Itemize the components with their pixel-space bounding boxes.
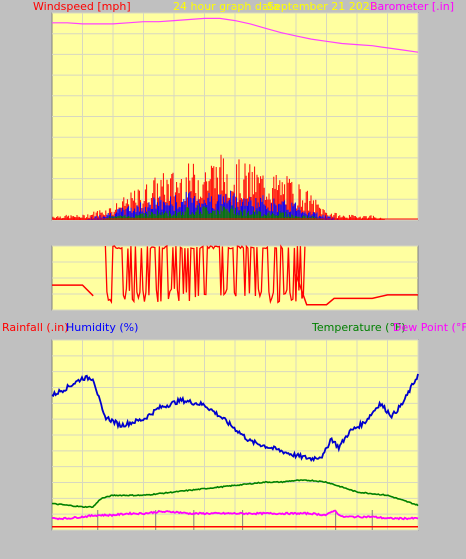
temp-humidity-chart [51, 339, 419, 531]
wind-barometer-chart [51, 12, 419, 221]
windspeed-label: Windspeed [mph] [33, 0, 131, 13]
humidity-line [51, 373, 419, 463]
wind-direction-noise [104, 244, 306, 305]
barometer-line [52, 17, 419, 53]
wind-direction-line [52, 284, 94, 297]
dewpoint-label: Dew Point (°F) [393, 321, 466, 334]
barometer-label: Barometer [.in] [370, 0, 454, 13]
humidity-label: Humidity (%) [66, 321, 138, 334]
graph-date: September 21 2020 [267, 0, 377, 13]
graph-title: 24 hour graph data [173, 0, 280, 13]
dewpoint-line [51, 509, 419, 521]
wind-direction-line [295, 274, 418, 306]
temperature-line [51, 479, 419, 509]
temperature-label: Temperature (°F) [311, 321, 406, 334]
rainfall-label: Rainfall (.in) [2, 321, 69, 334]
wind-direction-chart [51, 244, 419, 311]
